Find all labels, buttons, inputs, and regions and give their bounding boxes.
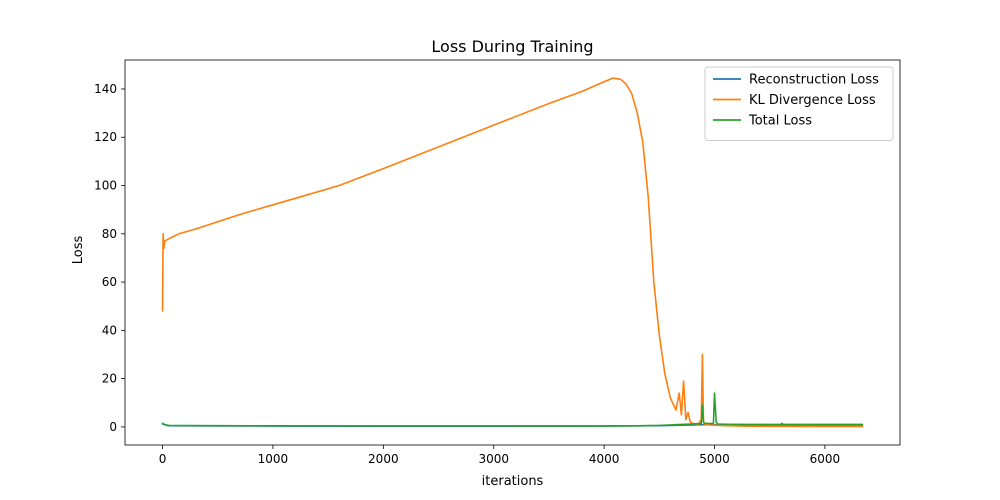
y-tick-label: 140 xyxy=(94,82,117,96)
x-tick-label: 4000 xyxy=(589,452,620,466)
series-layer xyxy=(161,77,864,428)
series-line-kl-divergence-loss xyxy=(161,77,864,428)
x-tick-label: 0 xyxy=(159,452,167,466)
y-tick-label: 40 xyxy=(102,323,117,337)
x-axis-label: iterations xyxy=(482,474,544,489)
axes-layer: 0 1000 2000 3000 4000 5000 6000 0 20 40 60 80 100 120… xyxy=(94,59,901,466)
x-tick-label: 2000 xyxy=(368,452,399,466)
y-tick-label: 20 xyxy=(102,372,117,386)
x-tick-label: 5000 xyxy=(699,452,730,466)
x-tick-label: 6000 xyxy=(810,452,841,466)
legend-entry-label: Total Loss xyxy=(748,114,812,129)
y-tick-label: 0 xyxy=(109,420,117,434)
y-tick-label: 100 xyxy=(94,179,117,193)
y-tick-label: 60 xyxy=(102,275,117,289)
y-axis-label: Loss xyxy=(71,236,86,265)
legend-box xyxy=(704,66,894,141)
y-tick-label: 80 xyxy=(102,227,117,241)
chart-title: Loss During Training xyxy=(431,37,593,56)
y-tick-label: 120 xyxy=(94,130,117,144)
legend-entry-label: Reconstruction Loss xyxy=(749,73,879,88)
legend-entry-label: KL Divergence Loss xyxy=(749,93,876,108)
plot-frame xyxy=(124,59,901,446)
legend: Reconstruction Loss KL Divergence Loss Tot… xyxy=(704,66,894,141)
x-tick-label: 1000 xyxy=(258,452,289,466)
series-line-total-loss xyxy=(161,392,864,427)
x-tick-label: 3000 xyxy=(478,452,509,466)
